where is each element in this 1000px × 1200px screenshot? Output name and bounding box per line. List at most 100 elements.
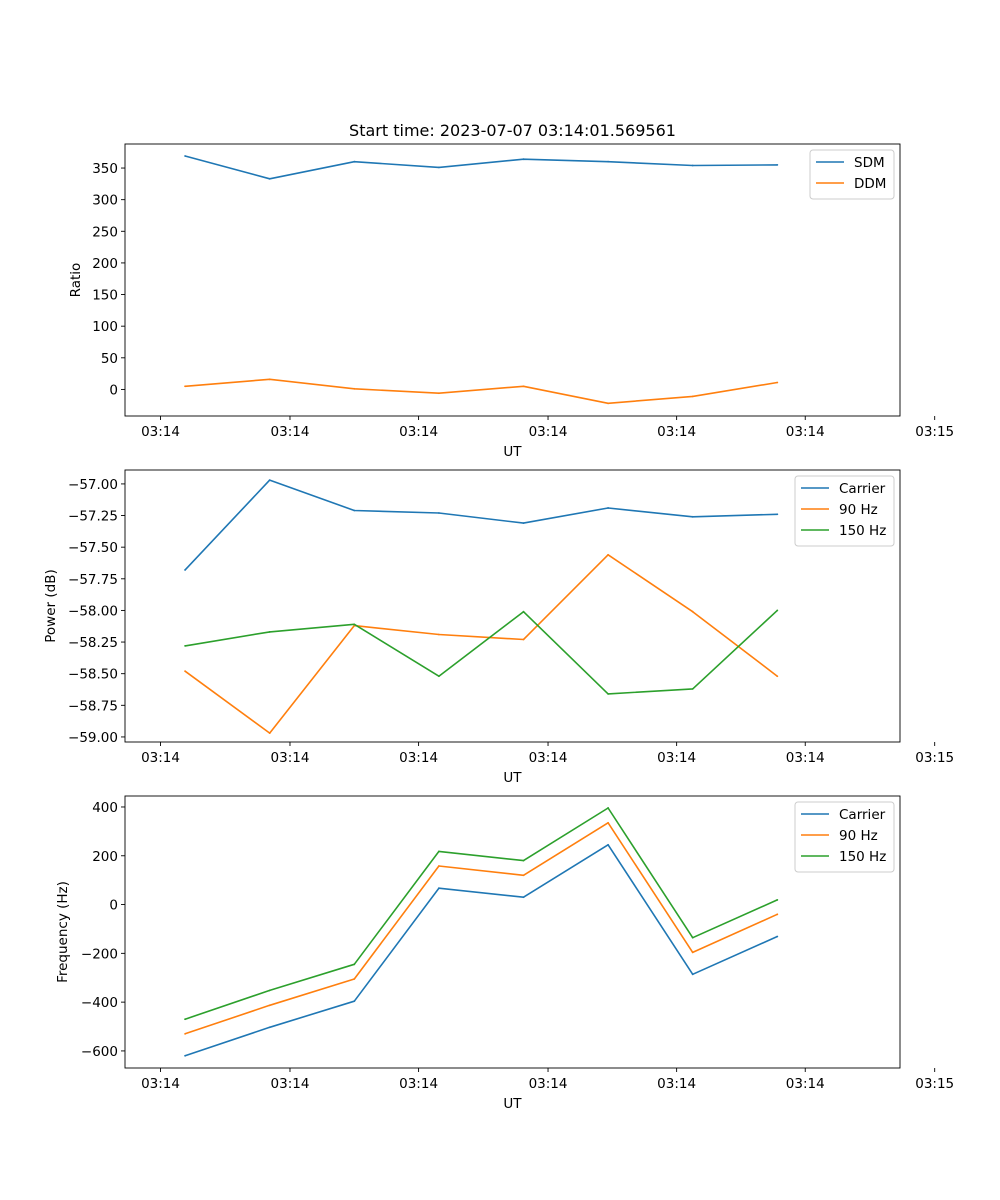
figure-title: Start time: 2023-07-07 03:14:01.569561 (349, 121, 676, 140)
data-point (607, 507, 610, 509)
x-tick-label: 03:14 (786, 424, 825, 440)
y-tick-label: −400 (81, 995, 118, 1011)
data-point (691, 164, 694, 167)
y-tick-label: 0 (109, 382, 118, 398)
x-tick-label: 03:14 (271, 750, 310, 766)
data-point (691, 610, 694, 613)
data-point (437, 166, 440, 169)
data-point (522, 385, 525, 388)
data-point (522, 610, 525, 613)
legend: Carrier 90 Hz 150 Hz (794, 475, 895, 547)
data-point (607, 821, 610, 824)
y-tick-label: −58.50 (68, 667, 118, 683)
data-point (353, 509, 356, 512)
x-tick-label: 03:14 (399, 750, 438, 766)
y-tick-label: −57.75 (68, 572, 118, 588)
y-tick-label: 0 (109, 898, 118, 914)
y-tick-label: −57.25 (68, 509, 118, 525)
series-line-90-hz (184, 553, 778, 734)
data-point (607, 693, 610, 695)
data-point (268, 1026, 271, 1029)
data-point (353, 623, 356, 626)
series-line-90-hz (184, 821, 778, 1035)
x-tick-label: 03:14 (786, 1076, 825, 1092)
plot-frame (124, 469, 901, 743)
data-point (776, 675, 779, 678)
data-point (607, 553, 610, 556)
data-point (691, 687, 694, 690)
data-point (776, 609, 779, 612)
y-tick-label: 400 (92, 800, 118, 816)
data-point (437, 850, 440, 853)
series-line-carrier (184, 843, 778, 1057)
y-tick-label: 150 (92, 288, 118, 304)
data-point (437, 633, 440, 636)
data-point (776, 513, 779, 516)
data-point (607, 402, 610, 405)
data-point (268, 989, 271, 992)
y-axis-label: Ratio (68, 263, 84, 298)
x-tick-label: 03:14 (399, 1076, 438, 1092)
data-point (268, 378, 271, 381)
legend-label: 90 Hz (839, 828, 878, 844)
data-point (353, 160, 356, 163)
data-point (607, 160, 610, 163)
series-line-sdm (184, 155, 778, 180)
series-line-ddm (185, 378, 778, 405)
x-tick-label: 03:14 (657, 750, 696, 766)
legend-box (794, 801, 895, 873)
y-tick-label: −200 (81, 946, 118, 962)
y-tick-label: 350 (92, 161, 118, 177)
x-tick-label: 03:14 (141, 424, 180, 440)
y-tick-label: −58.75 (68, 698, 118, 714)
data-point (437, 887, 440, 890)
y-tick-label: 200 (92, 849, 118, 865)
data-point (353, 1000, 356, 1003)
data-point (776, 913, 779, 916)
legend-label: SDM (854, 155, 885, 171)
data-point (268, 177, 271, 180)
data-point (184, 1054, 186, 1057)
y-tick-label: −58.00 (68, 603, 118, 619)
chart-panel-3: 03:14 03:14 03:14 03:14 03:14 03:14 03:15 −600 −… (55, 795, 954, 1112)
data-point (268, 479, 271, 482)
data-point (184, 1032, 186, 1035)
x-tick-label: 03:14 (657, 424, 696, 440)
data-point (184, 1018, 186, 1021)
data-point (607, 843, 610, 846)
data-point (437, 512, 440, 514)
data-point (776, 163, 779, 166)
x-axis-label: UT (503, 770, 522, 786)
x-tick-label: 03:15 (915, 750, 954, 766)
data-point (522, 874, 525, 877)
data-point (184, 155, 186, 157)
data-point (437, 675, 440, 678)
x-tick-label: 03:14 (529, 424, 568, 440)
data-point (691, 515, 694, 518)
data-point (607, 807, 610, 809)
y-tick-label: −57.00 (68, 477, 118, 493)
x-tick-label: 03:15 (915, 424, 954, 440)
legend-label: Carrier (839, 807, 886, 823)
plot-frame (124, 143, 901, 417)
data-point (522, 859, 525, 862)
y-tick-label: −57.50 (68, 540, 118, 556)
data-point (353, 963, 356, 966)
data-point (184, 670, 186, 673)
data-point (353, 978, 356, 980)
data-point (776, 381, 779, 384)
data-point (184, 385, 186, 388)
x-axis-label: UT (503, 1096, 522, 1112)
legend: SDM DDM (809, 149, 895, 200)
data-point (776, 935, 779, 938)
data-point (353, 387, 356, 390)
legend-label: 150 Hz (839, 849, 886, 865)
x-tick-label: 03:14 (786, 750, 825, 766)
x-tick-label: 03:14 (141, 750, 180, 766)
data-point (437, 392, 440, 395)
y-tick-label: −600 (81, 1044, 118, 1060)
data-point (776, 899, 779, 901)
y-tick-label: 200 (92, 256, 118, 272)
legend-label: Carrier (839, 481, 886, 497)
